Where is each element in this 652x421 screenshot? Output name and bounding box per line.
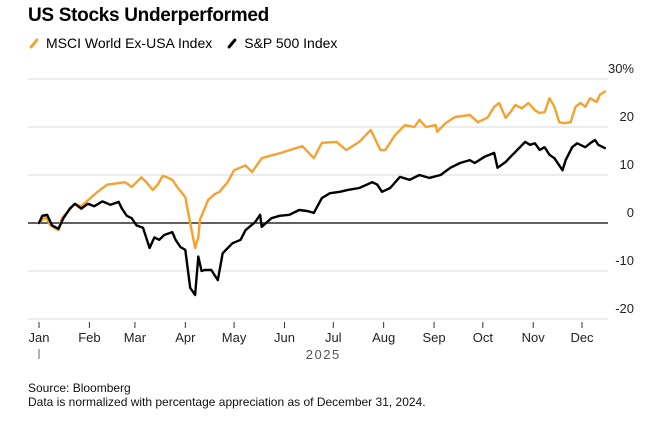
chart-title: US Stocks Underperformed [28,5,269,26]
x-tick-label: Sep [422,330,445,345]
x-tick-label: Oct [473,330,494,345]
legend-label-msci: MSCI World Ex-USA Index [46,35,213,51]
x-tick-label: May [222,330,247,345]
x-tick-label: Mar [124,330,147,345]
x-tick-label: Feb [78,330,100,345]
x-tick-label: Aug [372,330,395,345]
footer: Source: Bloomberg Data is normalized wit… [28,381,426,409]
y-tick-label: -20 [615,301,634,316]
legend: MSCI World Ex-USA Index S&P 500 Index [28,35,351,51]
y-tick-label: 20 [620,109,634,124]
legend-item-msci: MSCI World Ex-USA Index [28,35,212,51]
y-tick-label: 30% [608,61,634,76]
gridlines [28,78,608,320]
x-tick-label: Dec [570,330,594,345]
source-note: Source: Bloomberg [28,381,131,395]
x-tick-label: Jan [29,330,50,345]
x-tick-label: Apr [175,330,196,345]
y-tick-label: -10 [615,253,634,268]
x-tick-label: Jun [274,330,295,345]
series-line-sp500 [37,138,606,297]
x-axis: Jan Feb Mar Apr May Jun Jul Aug Sep Oct Nov Dec [29,322,594,359]
series-lines [37,90,606,297]
legend-item-sp500: S&P 500 Index [226,35,337,51]
y-axis-tick-labels: 30% 20 10 0 -10 -20 [608,61,634,316]
chart-area: 30% 20 10 0 -10 -20 Jan Feb Mar Apr May Jun Jul Aug S… [28,61,634,362]
y-tick-label: 0 [627,205,634,220]
normalization-note: Data is normalized with percentage appre… [28,395,426,409]
x-tick-label: Nov [522,330,546,345]
x-axis-year-label: 2025 [306,347,341,362]
series-line-msci [37,90,606,250]
legend-label-sp500: S&P 500 Index [244,35,338,51]
y-tick-label: 10 [620,157,634,172]
x-tick-label: Jul [325,330,342,345]
